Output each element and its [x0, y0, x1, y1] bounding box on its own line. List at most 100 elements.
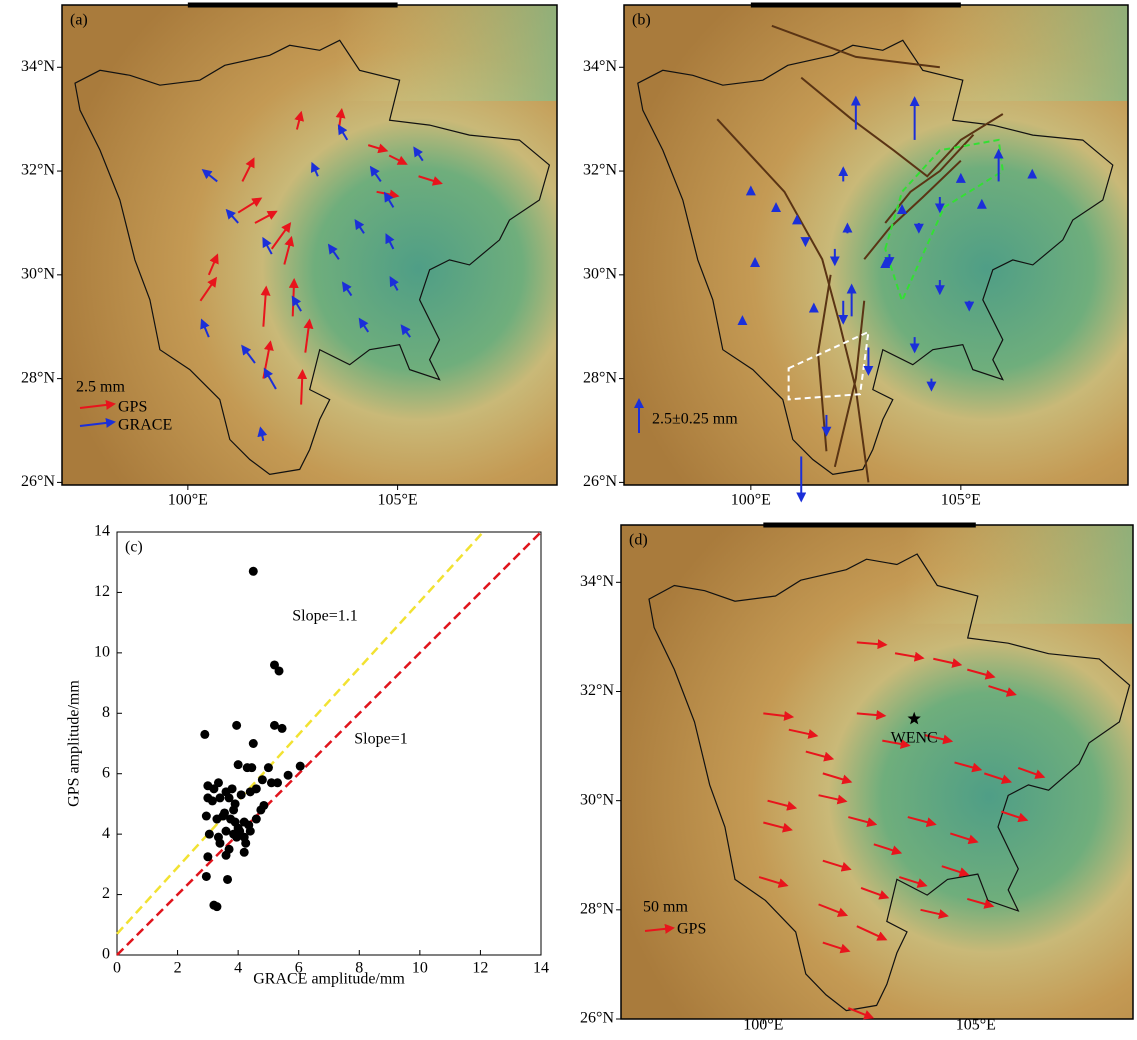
province-boundary: [74, 39, 551, 476]
vector-arrow: [860, 887, 890, 900]
vector-arrow: [207, 253, 219, 276]
line-label: Slope=1.1: [292, 608, 357, 625]
vector-arrow: [383, 191, 395, 208]
vector-arrow: [262, 236, 273, 255]
fault: [771, 24, 940, 69]
vector-arrow: [894, 651, 925, 662]
fault: [833, 300, 866, 468]
vector-arrow: [763, 710, 795, 721]
x-tick-label: 4: [234, 960, 242, 977]
x-tick-label: 8: [355, 960, 363, 977]
scatter-point: [248, 566, 258, 576]
scatter-point: [259, 800, 269, 810]
vector-arrow: [1017, 766, 1046, 779]
vector-arrow: [856, 925, 888, 941]
scatter-point: [248, 739, 258, 748]
vector-arrow: [291, 295, 302, 312]
vector-arrow: [848, 816, 878, 828]
vector-arrow: [988, 685, 1017, 697]
vector-arrow: [263, 367, 277, 390]
scatter-point: [233, 760, 243, 770]
vector-arrow: [983, 772, 1012, 785]
y-tick-label: 34°N: [583, 58, 617, 75]
map-panel: 26°N 28°N 30°N 32°N 34°N 100°E 105°E (b) 2.5±0.2…: [583, 2, 1129, 509]
scatter-point: [200, 729, 210, 739]
fault: [800, 76, 1004, 178]
x-tick-label: 100°E: [731, 492, 771, 509]
y-tick-label: 34°N: [21, 58, 55, 75]
scatter-point: [232, 720, 242, 730]
x-tick-label: 10: [412, 960, 428, 977]
vector-arrow: [388, 154, 408, 165]
scatter-point: [251, 814, 261, 824]
y-tick-label: 28°N: [21, 369, 55, 386]
vector-arrow: [260, 285, 271, 327]
fit-line: [116, 531, 485, 935]
y-tick-label: 34°N: [580, 573, 614, 590]
legend-label: GPS: [677, 921, 706, 938]
x-tick-label: 105°E: [941, 492, 981, 509]
x-tick-label: 105°E: [378, 492, 418, 509]
scatter-point: [223, 874, 233, 884]
panel-label: (a): [70, 12, 88, 29]
vector-arrow: [199, 276, 217, 302]
vector-arrow: [818, 794, 848, 805]
y-tick-label: 26°N: [583, 473, 617, 490]
scatter-point: [218, 811, 228, 821]
scatter-point: [207, 796, 217, 806]
vector-arrow: [818, 903, 849, 917]
vector-arrow: [413, 146, 424, 162]
scatter-point: [203, 852, 213, 862]
legend-label: GPS: [118, 399, 147, 416]
scatter-point: [239, 847, 249, 857]
y-tick-label: 32°N: [580, 682, 614, 699]
terrain-shade: [62, 5, 557, 101]
vector-arrow: [822, 772, 853, 785]
scatter-point: [215, 838, 225, 848]
x-tick-label: 0: [113, 960, 121, 977]
scatter-point: [221, 826, 231, 836]
vector-arrow: [201, 168, 218, 183]
y-tick-label: 30°N: [583, 266, 617, 283]
y-tick-label: 28°N: [580, 901, 614, 918]
vector-arrow: [767, 799, 798, 811]
scatter-point: [224, 793, 234, 803]
scatter-panel: 0 2 4 6 8 10 12 14 0 2 4 6 8 10 12 14 Slope=1.1 Slope=1 (c…: [66, 523, 549, 988]
vector-arrow: [967, 897, 995, 909]
x-tick-label: 105°E: [956, 1017, 996, 1034]
y-axis-label: GPS amplitude/mm: [66, 680, 83, 807]
vector-arrow: [907, 816, 937, 828]
scatter-point: [236, 790, 246, 800]
fault: [716, 118, 870, 483]
scatter-point: [277, 723, 287, 733]
scatter-point: [209, 784, 219, 794]
x-tick-label: 2: [174, 960, 182, 977]
scatter-point: [212, 902, 222, 912]
vector-arrow: [954, 761, 983, 773]
x-tick-label: 100°E: [168, 492, 208, 509]
vector-arrow: [882, 739, 911, 749]
vector-arrow: [310, 161, 321, 177]
scatter-point: [232, 832, 242, 842]
y-tick-label: 26°N: [580, 1010, 614, 1027]
scatter-point: [227, 784, 237, 794]
scatter-point: [257, 775, 267, 785]
vector-arrow: [763, 821, 793, 833]
vector-arrow: [949, 832, 979, 845]
y-tick-label: 30°N: [580, 791, 614, 808]
scatter-point: [247, 763, 257, 773]
fault: [817, 274, 832, 452]
legend-arrow: [644, 923, 675, 934]
vector-arrow: [237, 197, 263, 214]
map-panel: 26°N 28°N 30°N 32°N 34°N 100°E 105°E (a) 2.5 mm G…: [21, 2, 558, 509]
y-tick-label: 8: [102, 704, 110, 721]
scale-label: 2.5 mm: [76, 379, 125, 396]
terrain-shade: [624, 5, 1128, 101]
vector-arrow: [899, 876, 928, 888]
fit-line: [116, 531, 542, 956]
vector-arrow: [822, 859, 852, 872]
panel-label: (d): [629, 532, 648, 549]
vector-arrow: [941, 865, 970, 877]
vector-arrow: [967, 668, 996, 680]
vector-arrow: [303, 318, 314, 353]
